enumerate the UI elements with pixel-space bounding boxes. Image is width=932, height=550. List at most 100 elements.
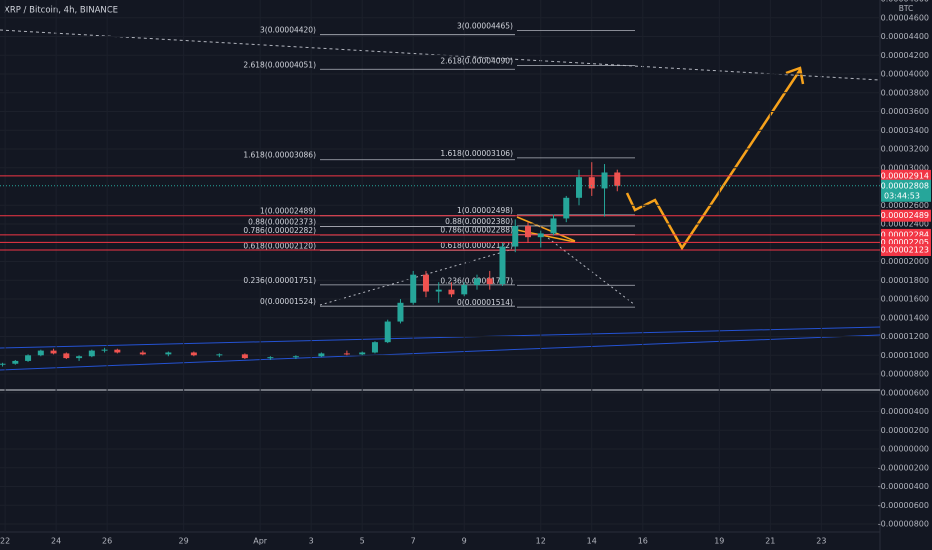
fib-trend-right bbox=[547, 237, 636, 306]
candle-body bbox=[216, 354, 223, 356]
price-tag-label: 0.00002205 bbox=[881, 238, 929, 247]
candle-body bbox=[190, 352, 197, 356]
fib-label: 1.618(0.00003086) bbox=[243, 151, 316, 160]
x-tick-label: 7 bbox=[411, 537, 416, 546]
y-tick-label: 0.00002000 bbox=[881, 257, 929, 266]
candle-body bbox=[486, 278, 493, 285]
x-tick-label: 5 bbox=[360, 537, 365, 546]
candle-body bbox=[25, 355, 32, 361]
chart-title: XRP / Bitcoin, 4h, BINANCE bbox=[4, 6, 118, 16]
price-tag bbox=[881, 169, 931, 182]
candle-body bbox=[601, 172, 608, 189]
y-tick-label: -0.00000600 bbox=[878, 501, 929, 510]
y-tick-label: 0.00001200 bbox=[881, 332, 929, 341]
projection-arrow bbox=[625, 69, 802, 251]
x-tick-label: 29 bbox=[179, 537, 189, 546]
y-tick-label: 0.00004200 bbox=[881, 51, 929, 60]
price-tag bbox=[881, 209, 931, 222]
fib-label: 3(0.00004465) bbox=[457, 21, 513, 30]
candle-body bbox=[101, 349, 108, 351]
y-tick-label: 0.00003400 bbox=[881, 126, 929, 135]
y-tick-label: 0.00004800 bbox=[881, 0, 929, 4]
y-tick-label: 0.00000400 bbox=[881, 407, 929, 416]
candle-body bbox=[114, 349, 121, 353]
fib-label: 0.618(0.00002122) bbox=[440, 241, 513, 250]
y-tick-label: 0.00004000 bbox=[881, 70, 929, 79]
candle-body bbox=[550, 218, 557, 234]
y-tick-label: 0.00001800 bbox=[881, 276, 929, 285]
candle-body bbox=[563, 197, 570, 219]
x-tick-label: 19 bbox=[714, 537, 724, 546]
candle-body bbox=[422, 274, 429, 292]
y-tick-label: 0.00001600 bbox=[881, 295, 929, 304]
x-tick-label: 24 bbox=[51, 537, 61, 546]
y-tick-label: 0.00004600 bbox=[881, 13, 929, 22]
x-tick-label: 26 bbox=[102, 537, 112, 546]
y-tick-label: -0.00000200 bbox=[878, 463, 929, 472]
y-tick-label: 0.00003200 bbox=[881, 145, 929, 154]
candle-body bbox=[292, 356, 299, 358]
fib-label: 0(0.00001524) bbox=[260, 297, 316, 306]
channel-bottom bbox=[0, 334, 881, 371]
candle-body bbox=[435, 289, 442, 292]
arrow-head bbox=[785, 66, 805, 85]
candle-body bbox=[397, 302, 404, 322]
candle-body bbox=[537, 233, 544, 238]
fib-label: 0(0.00001514) bbox=[457, 298, 513, 307]
y-tick-label: 0.00000800 bbox=[881, 370, 929, 379]
price-tag-label: 0.00002489 bbox=[881, 211, 929, 220]
x-tick-label: 3 bbox=[309, 537, 314, 546]
x-tick-label: 14 bbox=[587, 537, 597, 546]
x-tick-label: 9 bbox=[462, 537, 467, 546]
candle-body bbox=[50, 350, 57, 354]
x-tick-label: 22 bbox=[0, 537, 10, 546]
countdown-label: 03:44:53 bbox=[884, 191, 920, 200]
price-tag-label: 0.00002284 bbox=[881, 230, 929, 239]
y-tick-label: 0.00002600 bbox=[881, 201, 929, 210]
y-tick-label: 0.00003800 bbox=[881, 88, 929, 97]
y-tick-label: 0.00000200 bbox=[881, 426, 929, 435]
fib-label: 2.618(0.00004090) bbox=[440, 57, 513, 66]
fib-label: 2.618(0.00004051) bbox=[243, 60, 316, 69]
fib-label: 0.236(0.00001751) bbox=[243, 276, 316, 285]
candle-body bbox=[473, 278, 480, 285]
x-tick-label: 12 bbox=[536, 537, 546, 546]
candle-body bbox=[499, 246, 506, 285]
price-tag-label: 0.00002914 bbox=[881, 171, 929, 180]
y-tick-label: 0.00004400 bbox=[881, 32, 929, 41]
y-tick-label: 0.00000600 bbox=[881, 388, 929, 397]
candle-body bbox=[165, 352, 172, 355]
price-tag-label: 0.00002123 bbox=[881, 246, 929, 255]
fib-label: 1(0.00002489) bbox=[260, 207, 316, 216]
candle-body bbox=[525, 225, 531, 238]
fib-label: 1.618(0.00003106) bbox=[440, 149, 513, 158]
fib-label: 0.786(0.00002288) bbox=[440, 226, 513, 235]
fib-label: 0.786(0.00002282) bbox=[243, 226, 316, 235]
candle-body bbox=[576, 177, 583, 198]
candle-body bbox=[588, 177, 595, 189]
candle-body bbox=[461, 284, 468, 295]
candle-body bbox=[76, 356, 83, 359]
x-tick-label: 23 bbox=[816, 537, 826, 546]
candle-body bbox=[241, 354, 248, 359]
candle-body bbox=[0, 363, 6, 365]
last-price-label: 0.00002808 bbox=[881, 181, 929, 190]
x-tick-label: Apr bbox=[253, 537, 268, 546]
channel-top bbox=[0, 326, 881, 349]
y-tick-label: 0.00003600 bbox=[881, 107, 929, 116]
price-tag bbox=[881, 244, 931, 257]
candle-body bbox=[384, 321, 391, 343]
candle-body bbox=[410, 274, 417, 303]
candle-body bbox=[343, 353, 350, 355]
y-tick-label: -0.00000800 bbox=[878, 520, 929, 529]
candle-body bbox=[139, 352, 146, 355]
candle-body bbox=[448, 289, 455, 295]
candle-body bbox=[37, 350, 44, 356]
candle-body bbox=[267, 357, 274, 359]
currency-label: BTC bbox=[899, 4, 914, 13]
wedge-top bbox=[516, 216, 576, 242]
fib-label: 0.88(0.00002380) bbox=[445, 217, 513, 226]
